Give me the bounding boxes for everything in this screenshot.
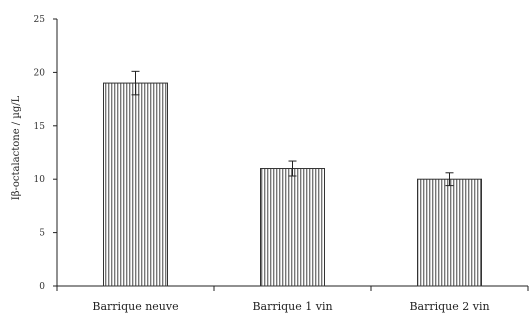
y-axis: 0 5 10 15 20 25 [34, 15, 58, 292]
x-category-label-2: Barrique 2 vin [409, 300, 489, 313]
y-tick-label-5: 25 [34, 15, 46, 25]
bar-1 [260, 168, 325, 287]
x-axis: Barrique neuve Barrique 1 vin Barrique 2 v… [56, 285, 529, 313]
bar-0 [103, 82, 168, 287]
bar-2 [417, 178, 482, 287]
error-bar-2 [445, 172, 454, 187]
x-category-label-1: Barrique 1 vin [252, 300, 332, 313]
bars [103, 70, 482, 287]
y-tick-label-1: 5 [39, 229, 45, 239]
y-tick-label-0: 0 [39, 282, 45, 292]
y-axis-title: Iβ-octalactone / µg/L [11, 95, 22, 200]
error-bar-0 [131, 70, 140, 96]
y-tick-label-2: 10 [34, 175, 46, 185]
x-category-label-0: Barrique neuve [92, 300, 178, 313]
y-tick-label-4: 20 [34, 68, 46, 78]
y-tick-label-3: 15 [34, 122, 46, 132]
error-bar-1 [288, 160, 297, 177]
